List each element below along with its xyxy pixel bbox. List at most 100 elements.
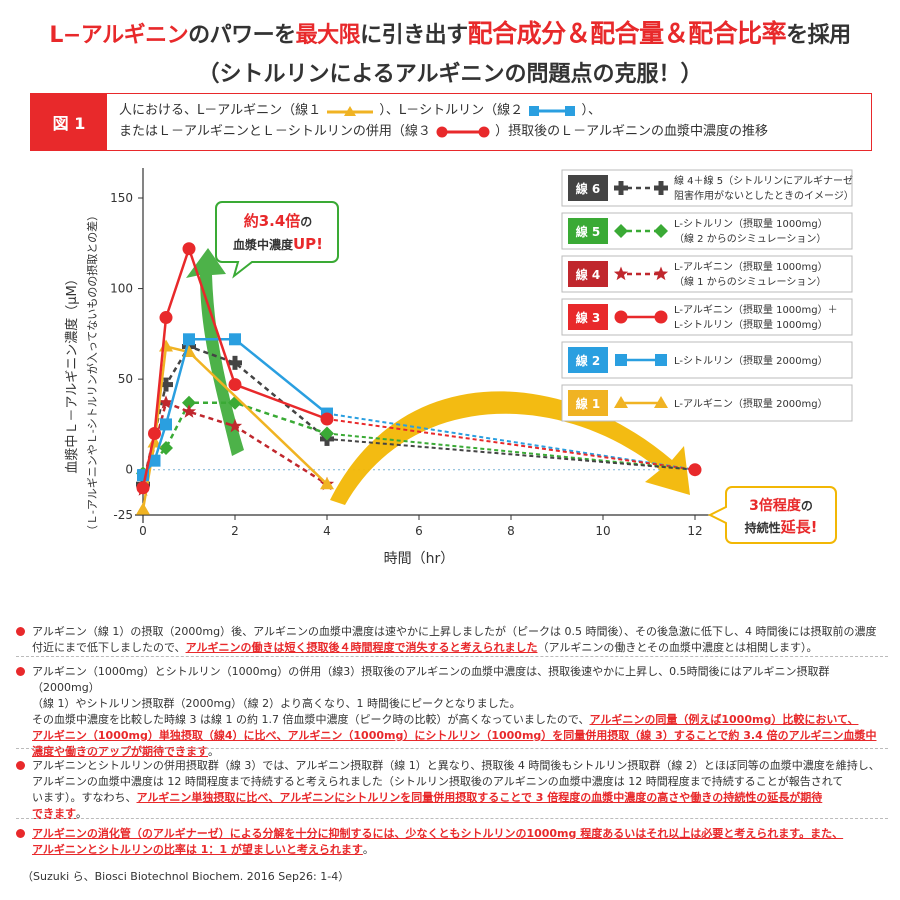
note-span: 付近にまで低下しましたので、 — [32, 641, 186, 654]
page-title: L−アルギニンのパワーを最大限に引き出す配合成分＆配合量＆配合比率を採用 — [0, 14, 900, 50]
x-tick-label: 10 — [595, 524, 610, 538]
extrapolation-line — [326, 418, 696, 471]
y-tick-label: 100 — [110, 282, 133, 296]
citation: （Suzuki ら、Biosci Biotechnol Biochem. 201… — [22, 870, 350, 883]
legend-marker — [615, 354, 627, 366]
point-line3 — [159, 311, 173, 325]
legend-marker — [614, 181, 628, 195]
caption-text: ）摂取後のＬ－アルギニンの血漿中濃度の推移 — [495, 124, 769, 139]
legend-badge — [568, 175, 608, 201]
legend-badge — [568, 390, 608, 416]
figure-caption-box: 図 1 人における、L－アルギニン（線１ ）、L－シトルリン（線２ ）、 または… — [30, 93, 872, 151]
point-line4 — [181, 404, 197, 418]
point-line2 — [160, 418, 172, 431]
point-line5 — [320, 426, 334, 441]
legend-item — [561, 169, 853, 207]
divider — [16, 656, 888, 657]
legend-text: L-シトルリン（摂取量 1000mg） — [674, 217, 828, 230]
legend-text: 線 4＋線 5（シトルリンにアルギナーゼ — [674, 174, 853, 187]
extrapolation-line — [326, 437, 696, 471]
legend-badge — [568, 218, 608, 244]
x-tick-label: 8 — [507, 524, 515, 538]
caption-text: 人における、L－アルギニン（線１ — [119, 103, 322, 118]
x-tick-label: 0 — [139, 524, 147, 538]
series-line4 — [141, 401, 328, 490]
point-line4 — [158, 395, 174, 409]
line1-swatch-icon — [327, 105, 374, 116]
y-tick-label: 50 — [118, 372, 133, 386]
note-span: アルギニン（1000mg）とシトルリン（1000mg）の併用（線3）摂取後のアル… — [32, 665, 830, 694]
legend-badge — [568, 261, 608, 287]
endpoint-marker — [688, 463, 702, 477]
legend-text: L-シトルリン（摂取量 1000mg） — [674, 318, 828, 331]
x-tick-label: 12 — [687, 524, 702, 538]
point-line2 — [148, 454, 161, 467]
caption-text: またはＬ－アルギニンとＬ－シトルリンの併用（線３ — [119, 124, 431, 139]
caption-text: ）、L－シトルリン（線２ — [379, 103, 524, 118]
point-line1 — [320, 477, 334, 490]
note-span: アルギニンの血漿中濃度は 12 時間程度まで持続すると考えられました（シトルリン… — [32, 775, 844, 788]
callout-up-line2: 血漿中濃度UP! — [233, 235, 323, 253]
legend-badge-label: 線 4 — [576, 267, 601, 282]
title-segment: 配合成分＆配合量＆配合比率 — [467, 19, 787, 48]
line2-swatch-icon — [529, 105, 576, 116]
y-tick-label: -25 — [113, 508, 133, 522]
legend-item — [561, 298, 853, 336]
figure-caption-text: 人における、L－アルギニン（線１ ）、L－シトルリン（線２ ）、 またはＬ－アル… — [119, 100, 768, 142]
note-highlight: アルギニンの消化管（のアルギナーゼ）による分解を十分に抑制するには、少なくともシ… — [32, 827, 844, 840]
note-item: アルギニンの消化管（のアルギナーゼ）による分解を十分に抑制するには、少なくともシ… — [16, 826, 888, 858]
legend-text: （線 2 からのシミュレーション） — [674, 232, 826, 245]
legend-text: L-アルギニン（摂取量 1000mg）＋ — [674, 303, 838, 316]
x-axis-label: 時間（hr） — [384, 551, 455, 567]
note-highlight: アルギニンの同量（例えば1000mg）比較において、 — [589, 713, 859, 726]
note-span: 。 — [208, 745, 219, 758]
note-text: アルギニン（1000mg）とシトルリン（1000mg）の併用（線3）摂取後のアル… — [32, 664, 888, 760]
point-line1 — [136, 502, 150, 515]
legend-item — [561, 255, 853, 293]
page-subtitle: （シトルリンによるアルギニンの問題点の克服！） — [197, 62, 703, 87]
note-highlight: アルギニンの働きは短く摂取後４時間程度で消失すると考えられました — [185, 641, 538, 654]
point-line2 — [183, 333, 195, 346]
note-text: アルギニンの消化管（のアルギナーゼ）による分解を十分に抑制するには、少なくともシ… — [32, 826, 888, 858]
y-tick-label: 0 — [125, 463, 133, 477]
point-line3 — [228, 378, 242, 392]
callout-up-line1: 約3.4倍の — [244, 212, 313, 230]
note-span: （アルギニンの働きとその血漿中濃度とは相関します）。 — [537, 641, 818, 654]
note-span: （線 1）やシトルリン摂取群（2000mg）（線 2）より高くなり、1 時間後に… — [32, 697, 521, 710]
legend-text: L-アルギニン（摂取量 2000mg） — [674, 397, 828, 410]
figure-label: 図 1 — [31, 94, 107, 150]
note-text: アルギニンとシトルリンの併用摂取群（線 3）では、アルギニン摂取群（線 1）と異… — [32, 758, 888, 822]
point-line1 — [159, 339, 173, 352]
point-line5 — [182, 395, 196, 410]
legend-marker — [613, 266, 629, 281]
legend-text: 阻害作用がないとしたときのイメージ） — [674, 189, 854, 202]
note-span: 。 — [362, 843, 374, 856]
legend-marker — [654, 396, 668, 408]
note-highlight: アルギニン単独摂取に比べ、アルギニンにシトルリンを同量併用摂取することで 3 倍… — [136, 791, 823, 804]
callout-extend-box — [707, 486, 837, 544]
note-span: います）。すなわち、 — [32, 791, 137, 804]
point-line5 — [159, 440, 173, 455]
note-item: アルギニンとシトルリンの併用摂取群（線 3）では、アルギニン摂取群（線 1）と異… — [16, 758, 888, 822]
note-span: アルギニン（線 1）の摂取（2000mg）後、アルギニンの血漿中濃度は速やかに上… — [32, 625, 877, 638]
legend-marker — [654, 224, 668, 238]
legend-marker — [653, 266, 669, 281]
legend-badge-label: 線 2 — [576, 353, 601, 368]
legend-marker — [614, 396, 628, 408]
point-line2 — [229, 333, 241, 346]
legend-badge — [568, 347, 608, 373]
legend-marker — [654, 181, 668, 195]
note-highlight: 濃度や働きのアップが期待できます — [32, 745, 208, 758]
x-tick-label: 2 — [231, 524, 239, 538]
bullet-icon — [16, 761, 25, 770]
bullet-icon — [16, 829, 25, 838]
note-item: アルギニン（1000mg）とシトルリン（1000mg）の併用（線3）摂取後のアル… — [16, 664, 888, 760]
line3-swatch-icon — [436, 126, 490, 137]
legend-marker — [614, 224, 628, 238]
legend-badge-label: 線 6 — [576, 181, 601, 196]
point-line6 — [228, 355, 242, 370]
legend-marker — [654, 310, 668, 324]
point-line5 — [228, 395, 242, 410]
legend-badge-label: 線 1 — [576, 396, 601, 411]
x-tick-label: 4 — [323, 524, 331, 538]
